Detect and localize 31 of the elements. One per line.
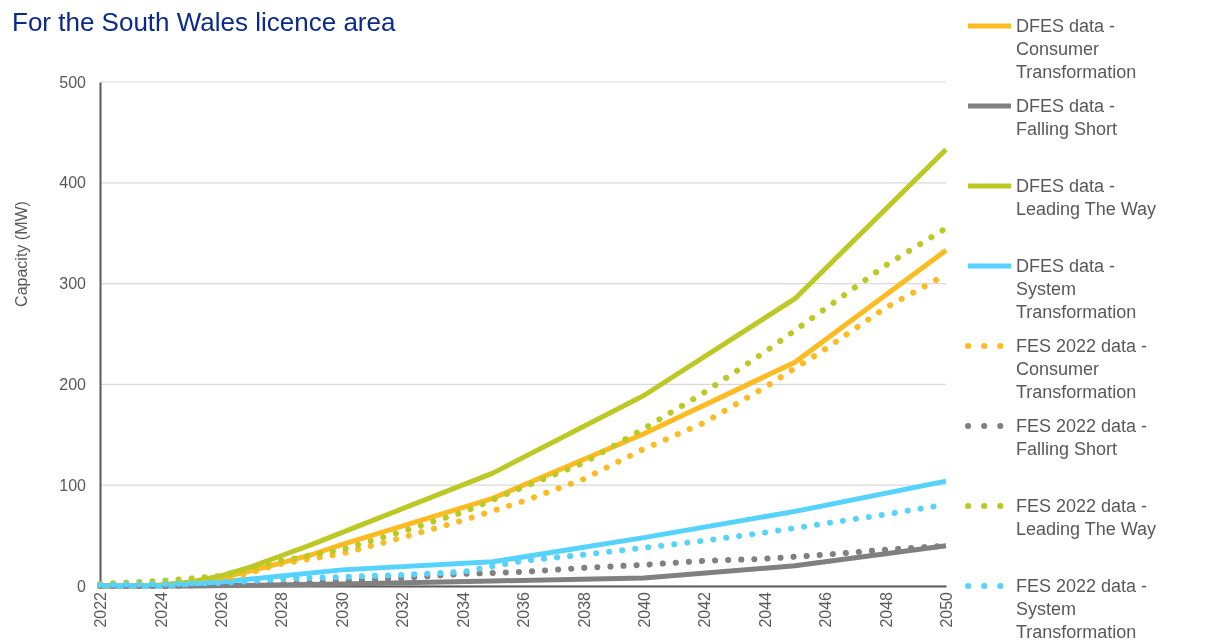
chart-subtitle: For the South Wales licence area	[12, 7, 396, 37]
y-axis-title: Capacity (MW)	[13, 201, 30, 307]
legend-label: DFES data - Leading The Way	[1016, 176, 1157, 219]
x-tick-label: 2030	[333, 591, 351, 628]
x-tick-label: 2046	[817, 591, 835, 628]
legend-label: FES 2022 data - System Transformation	[1016, 576, 1148, 642]
legend-label: DFES data - Consumer Transformation	[1016, 16, 1137, 82]
x-tick-label: 2028	[273, 591, 291, 628]
y-tick-label: 500	[59, 73, 87, 91]
x-tick-label: 2040	[635, 591, 653, 628]
y-tick-label: 200	[59, 376, 87, 394]
x-tick-label: 2022	[92, 591, 110, 628]
x-tick-label: 2042	[696, 591, 714, 628]
y-tick-label: 400	[59, 174, 87, 192]
x-tick-label: 2032	[394, 591, 412, 628]
legend-label: FES 2022 data - Consumer Transformation	[1016, 336, 1148, 402]
x-tick-label: 2024	[152, 591, 170, 628]
y-tick-label: 100	[59, 476, 87, 494]
y-tick-label: 0	[77, 577, 87, 595]
legend-label: FES 2022 data - Falling Short	[1016, 416, 1148, 459]
legend-label: FES 2022 data - Leading The Way	[1016, 496, 1157, 539]
x-tick-label: 2050	[938, 591, 956, 628]
legend-label: DFES data - Falling Short	[1016, 96, 1118, 139]
x-tick-label: 2048	[877, 591, 895, 628]
y-tick-label: 300	[59, 275, 87, 293]
x-tick-label: 2026	[212, 591, 230, 628]
x-tick-label: 2034	[454, 591, 472, 628]
x-tick-label: 2036	[515, 591, 533, 628]
x-tick-label: 2038	[575, 591, 593, 628]
x-tick-label: 2044	[756, 591, 774, 628]
legend-label: DFES data - System Transformation	[1016, 256, 1137, 322]
